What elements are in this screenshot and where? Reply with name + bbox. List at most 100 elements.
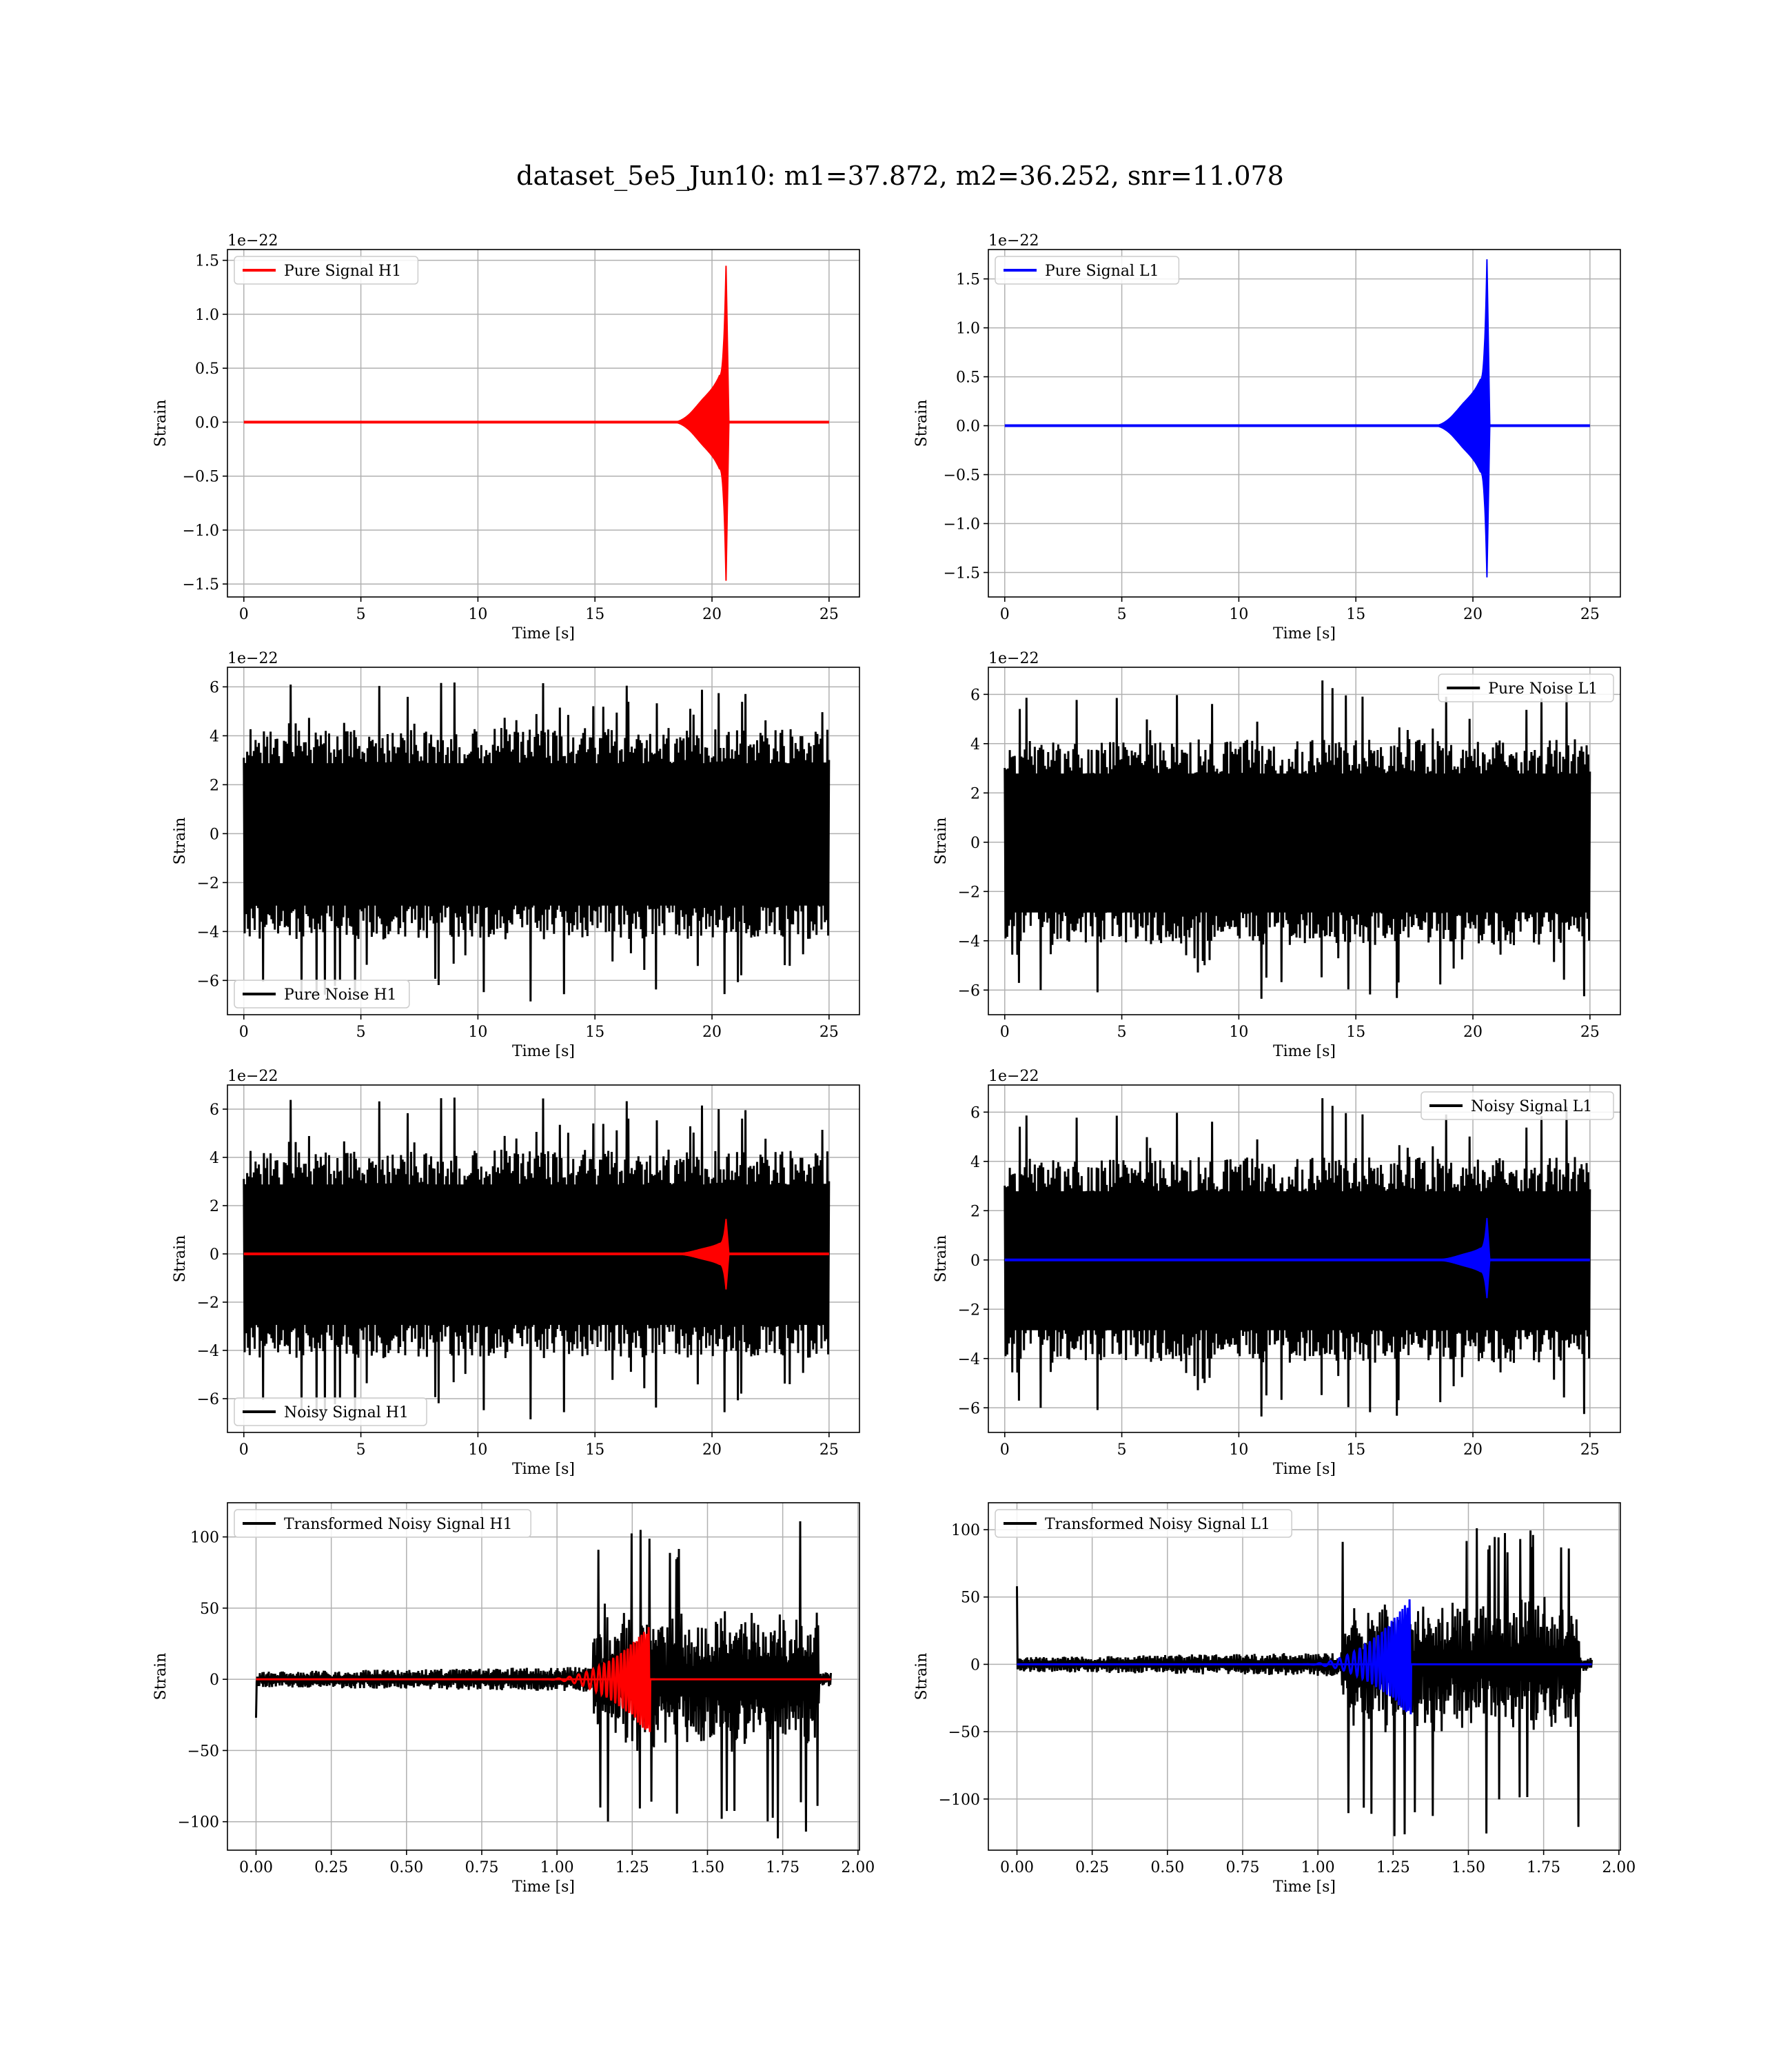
y-tick-label: 1.5 (195, 253, 219, 270)
x-tick-label: 0.50 (1150, 1859, 1184, 1876)
y-tick-label: 0.5 (956, 369, 980, 387)
series-chirp (1435, 1217, 1491, 1299)
x-tick-label: 0 (239, 1441, 249, 1459)
x-tick-label: 10 (1229, 1024, 1248, 1041)
y-tick-label: 0 (210, 826, 219, 843)
y-tick-label: 0 (210, 1246, 219, 1264)
y-axis-label: Strain (913, 1653, 930, 1701)
x-tick-label: 15 (585, 606, 604, 623)
x-tick-label: 25 (819, 1441, 839, 1459)
y-tick-label: −4 (958, 1351, 980, 1368)
x-tick-label: 0 (1000, 1441, 1010, 1459)
y-tick-label: −2 (197, 875, 219, 892)
legend-label: Noisy Signal L1 (1471, 1098, 1592, 1115)
x-tick-label: 1.50 (1452, 1859, 1485, 1876)
axes-frame (988, 1084, 1621, 1433)
y-axis-label: Strain (172, 818, 189, 865)
y-tick-label: 0 (970, 1253, 980, 1270)
x-tick-label: 5 (356, 1441, 366, 1459)
legend: Noisy Signal H1 (234, 1397, 427, 1426)
series-group (1004, 1098, 1591, 1417)
legend-box (1421, 1091, 1614, 1120)
series-chirp (674, 265, 730, 581)
x-tick-label: 15 (1346, 1441, 1365, 1459)
y-tick-label: −0.5 (183, 469, 219, 486)
x-tick-label: 2.00 (1602, 1859, 1636, 1876)
y-tick-label: 50 (961, 1590, 980, 1607)
x-tick-label: 1.00 (1301, 1859, 1335, 1876)
x-tick-label: 1.25 (1376, 1859, 1410, 1876)
series-group (243, 682, 831, 1002)
x-tick-label: 20 (1463, 606, 1483, 623)
y-tick-label: 0 (970, 1656, 980, 1674)
y-tick-label: 4 (970, 1154, 980, 1171)
y-axis-label: Strain (933, 1235, 950, 1283)
legend-label: Pure Noise H1 (284, 986, 397, 1004)
x-tick-label: 10 (468, 606, 487, 623)
x-tick-label: 5 (1117, 606, 1127, 623)
y-tick-label: 6 (210, 679, 219, 696)
legend-label: Transformed Noisy Signal L1 (1045, 1516, 1270, 1533)
x-tick-label: 20 (1463, 1024, 1483, 1041)
y-tick-label: −50 (948, 1724, 980, 1741)
legend-box (234, 980, 410, 1008)
x-tick-label: 0.25 (1075, 1859, 1109, 1876)
series-group (1016, 1528, 1593, 1836)
axis-offset-text: 1e−22 (988, 650, 1039, 667)
y-tick-label: −4 (197, 1343, 219, 1360)
x-tick-label: 10 (468, 1024, 487, 1041)
y-tick-label: 6 (210, 1102, 219, 1119)
y-tick-label: −100 (178, 1814, 219, 1832)
y-tick-label: 2 (210, 1198, 219, 1215)
x-tick-label: 25 (819, 606, 839, 623)
axes-frame (988, 249, 1621, 598)
x-tick-label: 5 (1117, 1024, 1127, 1041)
y-tick-label: −1.0 (183, 523, 219, 540)
y-tick-label: 6 (970, 1104, 980, 1122)
legend-box (1438, 673, 1614, 702)
subplot-pure-noise-l1: 0 5 10 15 20 25 −6 −4 −2 0 2 4 6 Time [s] Strain 1e−22 P… (933, 650, 1621, 1060)
y-tick-label: −6 (958, 1400, 980, 1417)
x-tick-label: 15 (1346, 606, 1365, 623)
x-tick-label: 5 (1117, 1441, 1127, 1459)
x-tick-label: 5 (356, 1024, 366, 1041)
x-axis-label: Time [s] (1273, 625, 1336, 642)
y-tick-label: −0.5 (944, 467, 980, 485)
x-tick-label: 20 (702, 1441, 722, 1459)
legend-label: Noisy Signal H1 (284, 1404, 409, 1421)
y-tick-label: −100 (939, 1792, 980, 1809)
y-tick-label: −4 (197, 924, 219, 941)
x-tick-label: 15 (585, 1441, 604, 1459)
y-tick-label: 0 (210, 1672, 219, 1689)
x-tick-label: 10 (468, 1441, 487, 1459)
x-tick-label: 0 (1000, 1024, 1010, 1041)
x-tick-label: 0.00 (1000, 1859, 1034, 1876)
series-chirp (1435, 259, 1491, 578)
axes-frame (227, 1084, 860, 1433)
series-group (255, 1521, 832, 1838)
x-axis-label: Time [s] (512, 1461, 575, 1478)
series-chirp (674, 1219, 730, 1290)
figure-suptitle: dataset_5e5_Jun10: m1=37.872, m2=36.252,… (516, 161, 1284, 192)
axes-frame (227, 249, 860, 598)
subplot-pure-signal-l1: 0 5 10 15 20 25 −1.5 −1.0 −0.5 0.0 0.5 1.0 1.5 Time [… (913, 232, 1621, 642)
x-tick-label: 0.25 (314, 1859, 348, 1876)
y-tick-label: −1.5 (944, 565, 980, 582)
axis-offset-text: 1e−22 (988, 232, 1039, 250)
series-group (1004, 680, 1591, 999)
subplot-noisy-signal-l1: 0 5 10 15 20 25 −6 −4 −2 0 2 4 6 Time [s] Strain 1e−22 N… (933, 1068, 1621, 1478)
x-tick-label: 2.00 (841, 1859, 875, 1876)
subplot-transformed-noisy-signal-l1: 0.00 0.25 0.50 0.75 1.00 1.25 1.50 1.75 2.00 −100… (913, 1502, 1636, 1896)
axis-offset-text: 1e−22 (988, 1068, 1039, 1085)
y-tick-label: 4 (210, 1150, 219, 1167)
y-tick-label: −50 (187, 1743, 219, 1760)
x-tick-label: 0 (239, 606, 249, 623)
y-tick-label: −4 (958, 933, 980, 951)
y-tick-label: −6 (958, 982, 980, 1000)
series-band (243, 763, 829, 906)
series-chirp (542, 1627, 655, 1732)
x-tick-label: 10 (1229, 606, 1248, 623)
axes-frame (227, 1502, 860, 1851)
legend-label: Pure Signal H1 (284, 263, 401, 280)
